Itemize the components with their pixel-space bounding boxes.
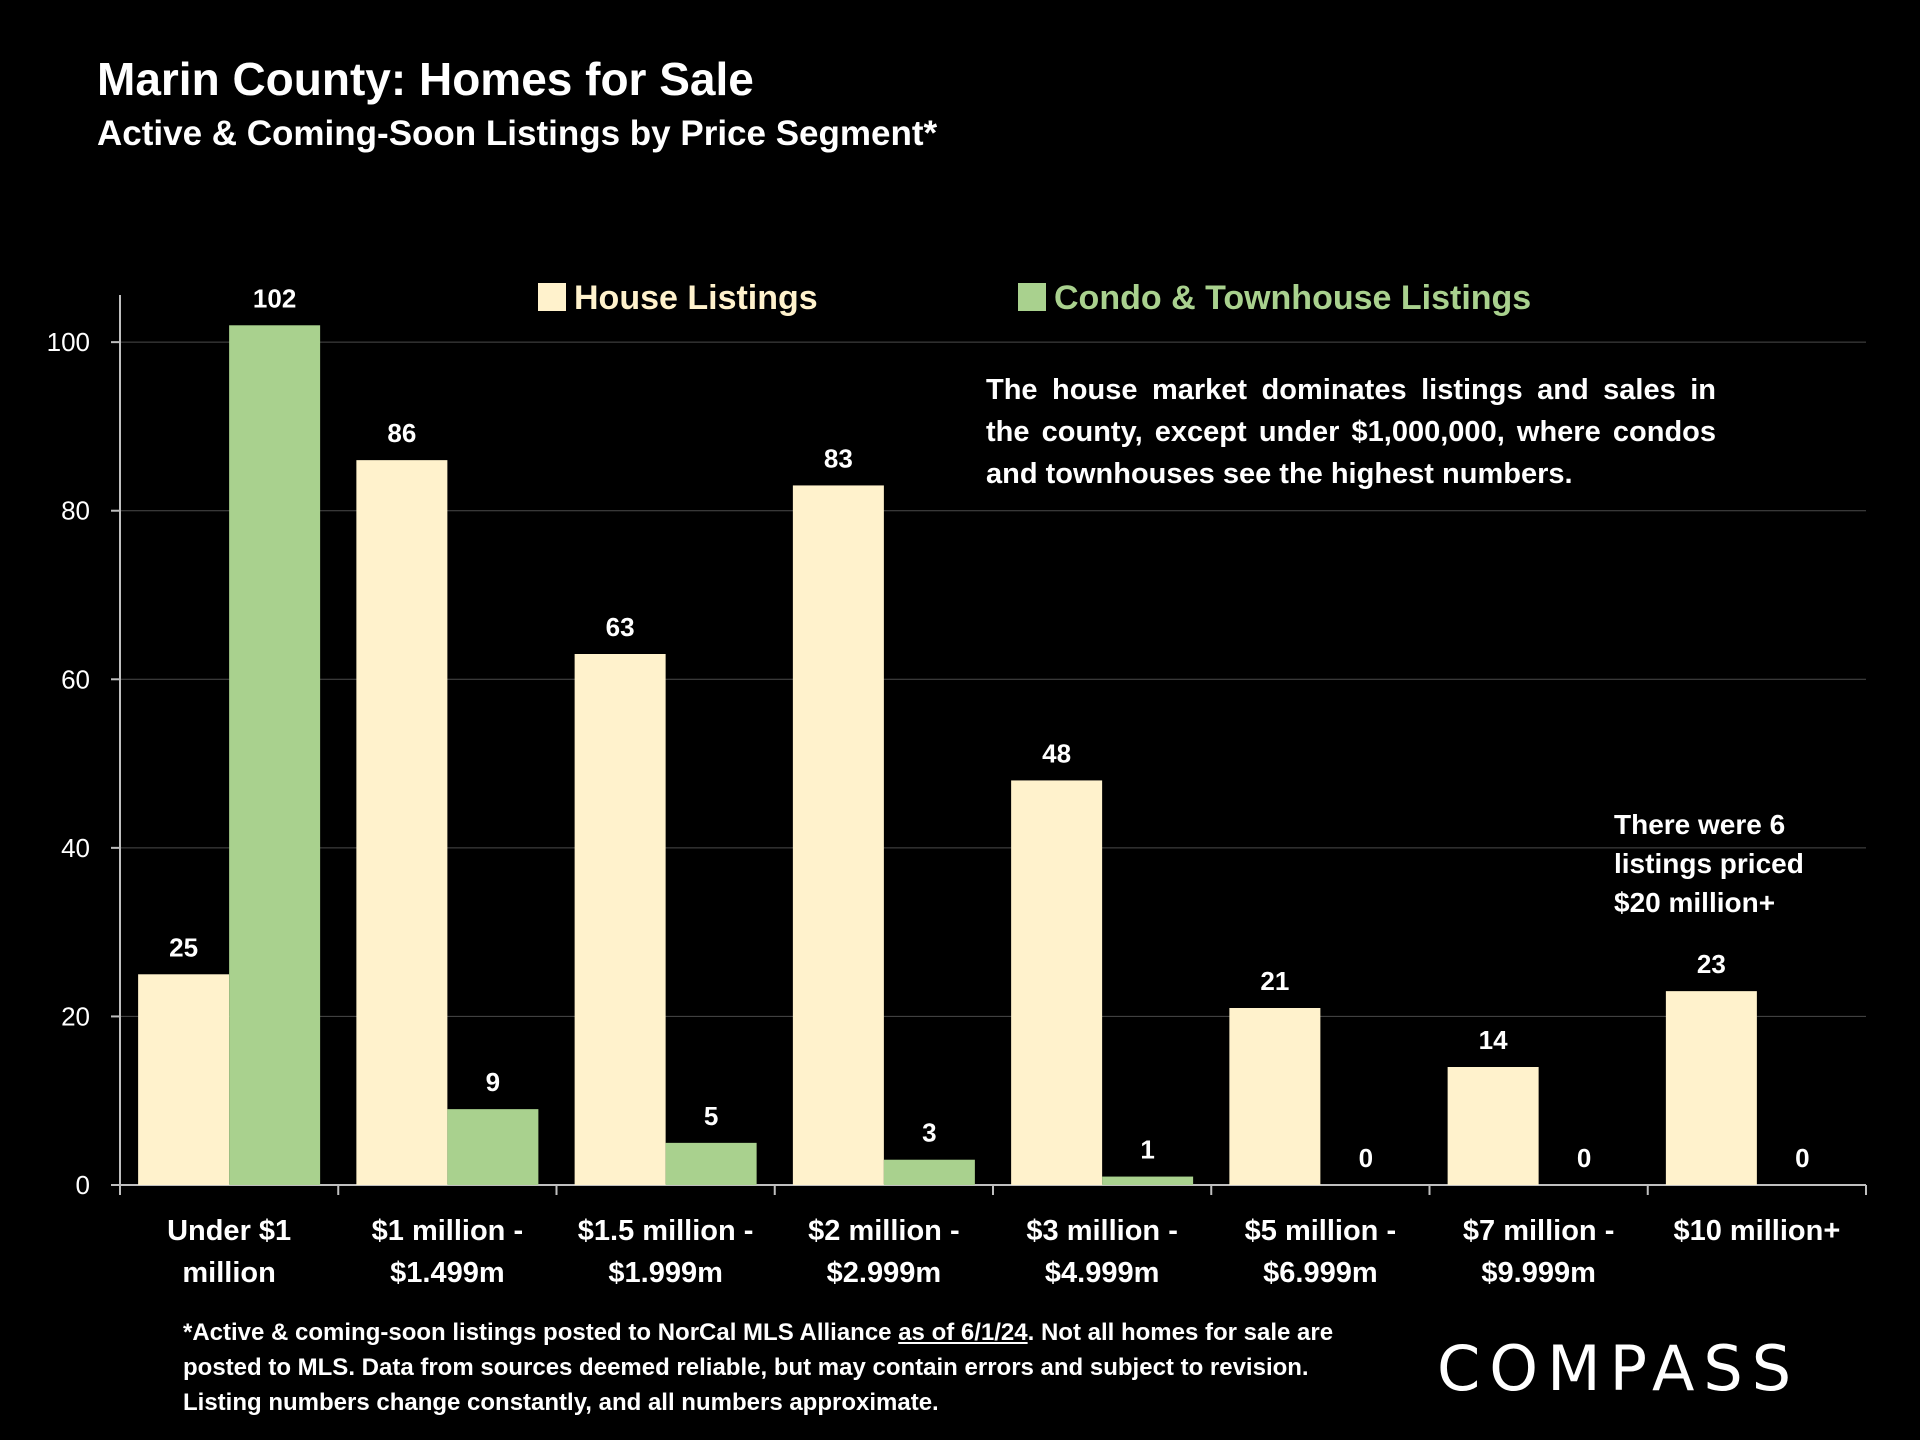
data-label: 9 [486, 1067, 500, 1097]
bar [1665, 991, 1757, 1185]
footnote: *Active & coming-soon listings posted to… [183, 1315, 1358, 1420]
annotation-main: The house market dominates listings and … [986, 374, 1716, 490]
data-label: 0 [1577, 1143, 1591, 1173]
data-label: 21 [1260, 966, 1289, 996]
legend-label: Condo & Townhouse Listings [1054, 279, 1531, 317]
bar [138, 974, 230, 1185]
x-tick-label: $2 million -$2.999m [808, 1215, 959, 1289]
x-tick-label: $10 million+ [1673, 1215, 1840, 1247]
data-label: 86 [387, 418, 416, 448]
bar [1447, 1067, 1539, 1185]
data-label: 25 [169, 932, 198, 962]
labels: 25 86 63 83 48 21 14 23 102 9 5 3 1 0 0 0 [169, 283, 1809, 1173]
data-label: 3 [922, 1118, 936, 1148]
chart-subtitle: Active & Coming-Soon Listings by Price S… [97, 114, 938, 153]
y-tick-label: 100 [47, 327, 90, 357]
x-tick-label: $5 million -$6.999m [1245, 1215, 1396, 1289]
data-label: 48 [1042, 738, 1071, 768]
compass-logo-text: COMPASS [1437, 1332, 1801, 1405]
y-tick-label: 60 [61, 664, 90, 694]
data-label: 0 [1359, 1143, 1373, 1173]
bar [665, 1142, 757, 1185]
y-tick-label: 40 [61, 833, 90, 863]
x-tick-label: $1 million -$1.499m [372, 1215, 523, 1289]
y-tick-label: 20 [61, 1001, 90, 1031]
footnote-date: as of 6/1/24 [898, 1319, 1028, 1346]
bar [1229, 1008, 1321, 1185]
bar [883, 1159, 975, 1185]
bar [356, 460, 448, 1186]
annotation-top-segment: There were 6 listings priced $20 million… [1614, 809, 1804, 918]
data-label: 0 [1795, 1143, 1809, 1173]
bars [138, 325, 1757, 1186]
data-label: 83 [824, 443, 853, 473]
data-label: 5 [704, 1101, 718, 1131]
bar [574, 654, 666, 1185]
legend-swatch [538, 283, 566, 311]
bar [792, 485, 884, 1185]
x-tick-label: $1.5 million -$1.999m [578, 1215, 754, 1289]
legend-label: House Listings [574, 279, 818, 317]
bar [447, 1109, 539, 1185]
bar [1011, 780, 1103, 1185]
y-tick-label: 0 [76, 1170, 90, 1200]
chart-title: Marin County: Homes for Sale [97, 53, 754, 105]
data-label: 23 [1697, 949, 1726, 979]
bar [1102, 1176, 1194, 1185]
bar [229, 325, 321, 1185]
footnote-part1: *Active & coming-soon listings posted to… [183, 1319, 899, 1346]
footnote-part2: . Not all homes for sale are posted to M… [183, 1319, 1334, 1416]
data-label: 1 [1140, 1135, 1154, 1165]
data-label: 102 [253, 283, 296, 313]
x-tick-label: Under $1 million [167, 1215, 291, 1289]
legend-swatch [1018, 283, 1046, 311]
data-label: 14 [1479, 1025, 1508, 1055]
legend: House Listings Condo & Townhouse Listings [538, 279, 1531, 317]
x-tick-label: $3 million -$4.999m [1026, 1215, 1177, 1289]
y-tick-label: 80 [61, 496, 90, 526]
data-label: 63 [606, 612, 635, 642]
compass-logo: COMPASS [1437, 1334, 1842, 1404]
x-tick-label: $7 million -$9.999m [1463, 1215, 1614, 1289]
